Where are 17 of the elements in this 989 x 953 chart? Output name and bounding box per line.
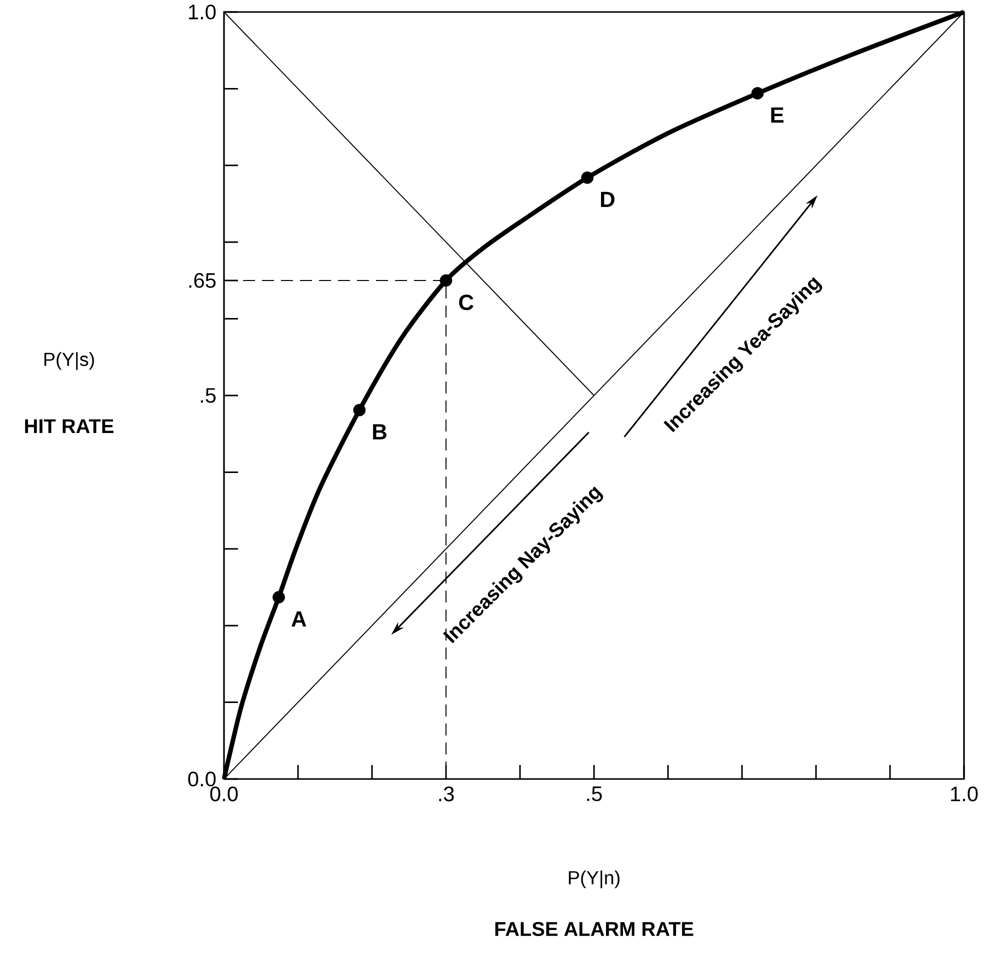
text: FALSE ALARM RATE [495, 922, 694, 936]
annotation: B [373, 424, 386, 440]
annotation: D [601, 192, 614, 207]
x-tick-label: .3 [439, 786, 454, 802]
y-axis-title: P(Y|s) [44, 352, 94, 370]
y-tick-label: 1.0 [188, 4, 216, 20]
x-tick-label: .5 [587, 786, 602, 802]
annotation: E [771, 107, 784, 123]
x-tick-label: 0.0 [210, 786, 238, 802]
text: HIT RATE [25, 419, 114, 434]
annotation: C [459, 294, 474, 310]
y-tick-label: .65 [189, 273, 216, 288]
y-tick-label: .5 [200, 388, 216, 403]
annotation: A [292, 611, 306, 626]
x-tick-label: 1.0 [951, 786, 978, 802]
y-tick-label: 0.0 [188, 772, 216, 786]
x-axis-title: P(Y|n) [568, 870, 620, 888]
